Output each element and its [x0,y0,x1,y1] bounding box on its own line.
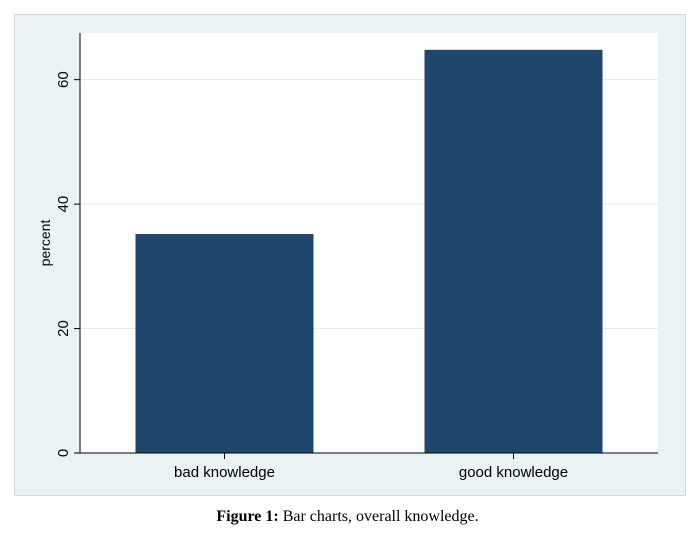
x-tick-label: good knowledge [459,464,568,481]
figure-caption: Figure 1: Bar charts, overall knowledge. [0,508,695,526]
y-ticks: 0 20 40 60 [55,71,80,457]
bar [424,49,603,454]
y-tick-label: 20 [55,320,72,337]
caption-text: Bar charts, overall knowledge. [282,508,479,525]
bar-chart: 0 20 40 60 bad knowledge good knowledge perc… [37,33,658,481]
axes [79,33,658,454]
bar [135,233,314,453]
y-axis-title: percent [37,220,53,267]
y-tick-label: 60 [55,71,72,88]
caption-label: Figure 1: [216,508,279,525]
x-ticks: bad knowledge good knowledge [174,453,568,481]
y-tick-label: 0 [55,449,72,457]
x-tick-label: bad knowledge [174,464,275,481]
bars [135,49,603,454]
y-tick-label: 40 [55,196,72,213]
